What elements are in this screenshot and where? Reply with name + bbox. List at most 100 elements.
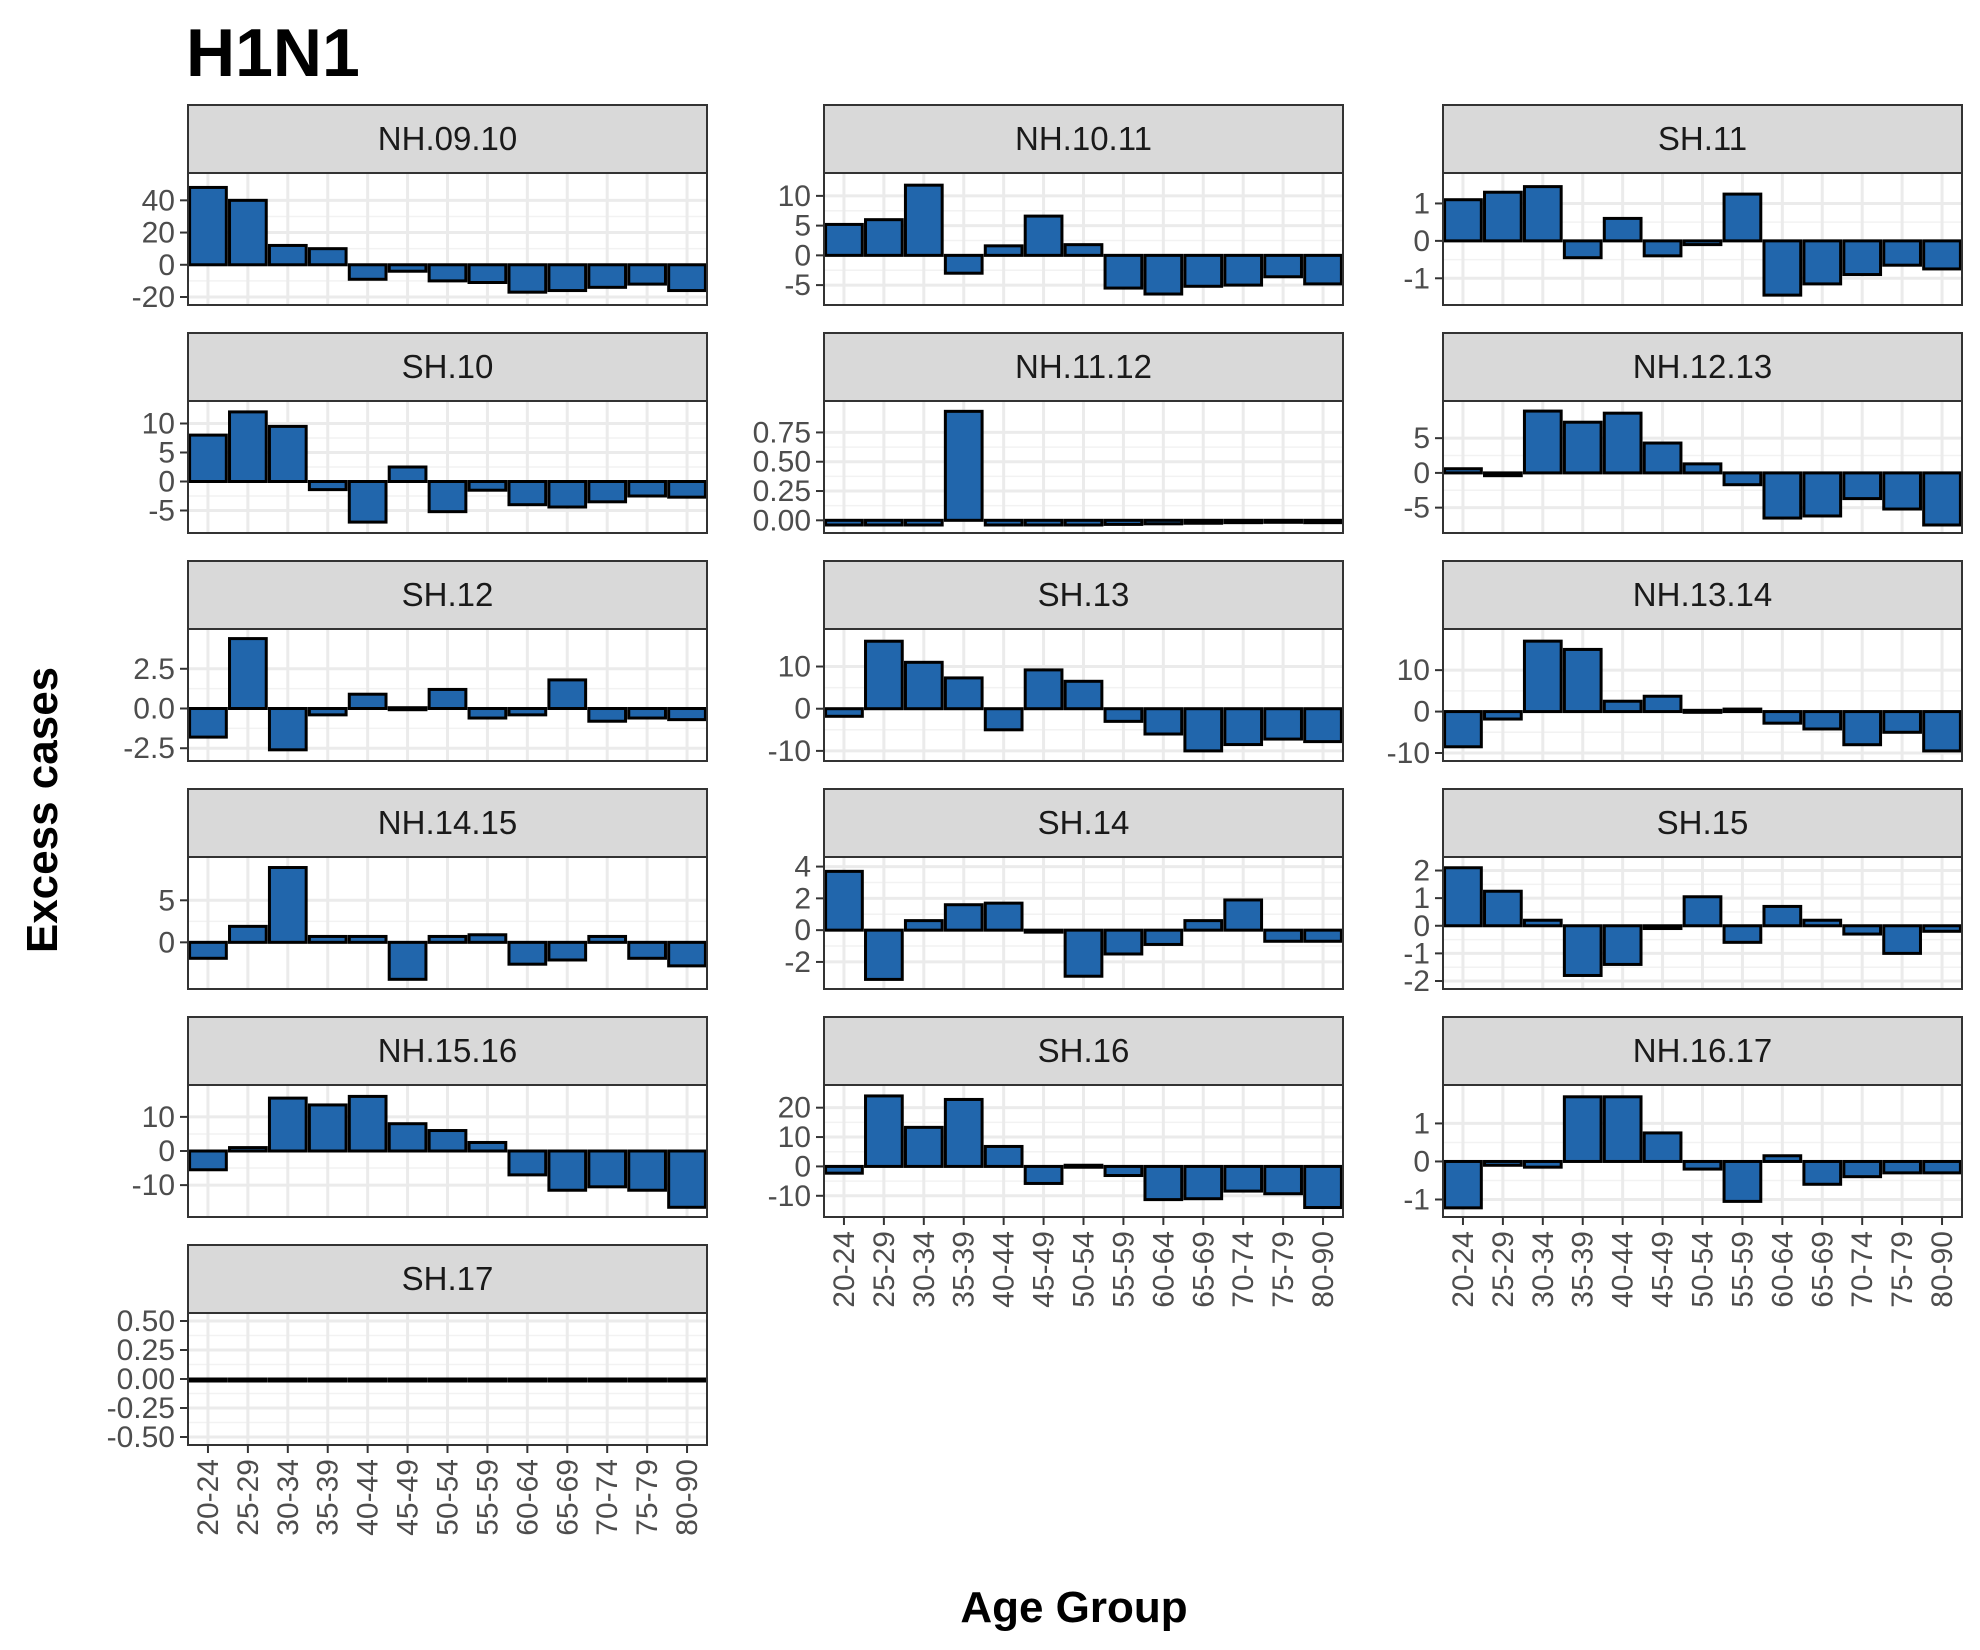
bar: [627, 1149, 667, 1192]
y-tick-label: 0.75: [753, 416, 811, 449]
bar: [667, 480, 707, 499]
facet-strip-label: NH.10.11: [1015, 120, 1152, 157]
bar: [347, 1377, 388, 1383]
bar: [1263, 707, 1303, 741]
bar: [864, 928, 904, 981]
bar: [1922, 239, 1962, 271]
bar: [1922, 471, 1962, 527]
bar: [587, 934, 628, 944]
bar: [1143, 707, 1184, 736]
bar: [1522, 185, 1563, 243]
bar: [1303, 928, 1343, 943]
facet-panel: NH.13.14 -10 0 10: [1387, 560, 1963, 770]
bar: [547, 480, 588, 509]
bar: [1483, 889, 1523, 928]
bar: [387, 940, 428, 981]
bar: [347, 263, 388, 281]
bar: [1682, 708, 1723, 714]
bar: [1762, 1154, 1803, 1163]
bar: [1682, 462, 1723, 475]
bar: [1682, 895, 1723, 928]
y-tick-label: 0: [794, 1150, 811, 1183]
y-tick-label: 10: [778, 1121, 811, 1154]
bar: [1522, 409, 1563, 475]
bar: [1443, 866, 1483, 928]
x-tick-label: 80-90: [671, 1459, 704, 1536]
bar: [1303, 253, 1343, 286]
y-tick-label: 5: [158, 437, 175, 470]
bar: [267, 1096, 308, 1153]
panel-border: [823, 172, 1344, 306]
y-tick-label: 1: [1413, 187, 1430, 220]
bar: [1143, 253, 1184, 296]
facet-panels: NH.09.10-2002040NH.10.11-50510SH.11-101S…: [107, 104, 1963, 1536]
y-tick-label: -1: [1403, 937, 1430, 970]
bar: [824, 707, 864, 718]
y-tick-label: 0: [794, 239, 811, 272]
bar: [1802, 1159, 1843, 1186]
bar: [1223, 898, 1264, 932]
bar: [267, 424, 308, 483]
x-tick-label: 40-44: [352, 1459, 385, 1536]
bar: [307, 480, 348, 492]
bar: [347, 1094, 388, 1153]
y-tick-label: -2: [784, 946, 811, 979]
x-tick-label: 20-24: [192, 1459, 225, 1536]
x-tick-label: 55-59: [1726, 1231, 1759, 1308]
bar: [228, 924, 268, 944]
x-tick-label: 50-54: [1068, 1231, 1101, 1308]
y-tick-label: 10: [778, 180, 811, 213]
bar: [1922, 1159, 1962, 1175]
panel-border: [823, 628, 1344, 762]
bar: [627, 1377, 667, 1383]
bar: [983, 901, 1024, 932]
y-tick-label: 10: [142, 1101, 175, 1134]
bar: [1103, 928, 1144, 956]
bar: [267, 1377, 308, 1383]
bar: [387, 706, 428, 712]
bar: [1882, 471, 1922, 511]
facet-strip: [1442, 560, 1963, 630]
y-tick-label: 0.50: [753, 446, 811, 479]
y-tick-label: 5: [1413, 422, 1430, 455]
bar: [1922, 924, 1962, 933]
bar: [1762, 710, 1803, 725]
bar: [1063, 928, 1104, 978]
bar: [347, 934, 388, 944]
bar: [1722, 192, 1763, 243]
y-tick-label: 0.00: [753, 504, 811, 537]
facet-strip: [823, 104, 1344, 174]
bar: [188, 1377, 228, 1383]
chart-title: H1N1: [186, 15, 360, 91]
x-tick-label: 60-64: [511, 1459, 544, 1536]
bar: [188, 707, 228, 739]
bar: [1303, 518, 1343, 525]
bar: [188, 433, 228, 484]
y-tick-label: 0.00: [117, 1363, 175, 1396]
y-tick-label: -20: [132, 281, 175, 314]
facet-strip-label: NH.11.12: [1015, 348, 1152, 385]
x-tick-label: 35-39: [312, 1459, 345, 1536]
bar: [1103, 707, 1144, 723]
bar: [587, 1377, 628, 1383]
facet-strip: [1442, 104, 1963, 174]
x-tick-label: 40-44: [988, 1231, 1021, 1308]
bar: [667, 263, 707, 293]
bar: [667, 1149, 707, 1209]
bar: [1562, 1095, 1603, 1163]
x-tick-label: 80-90: [1307, 1231, 1340, 1308]
bar: [983, 707, 1024, 732]
bar: [1103, 518, 1144, 526]
panel-border: [1442, 856, 1963, 990]
bar: [467, 933, 508, 944]
bar: [943, 1097, 984, 1168]
bar: [1183, 1164, 1224, 1201]
bar: [1263, 928, 1303, 943]
x-tick-label: 25-29: [232, 1459, 265, 1536]
x-tick-label: 50-54: [432, 1459, 465, 1536]
y-axis-title: Excess cases: [18, 667, 67, 953]
y-tick-label: 2: [1413, 855, 1430, 888]
bar: [307, 1377, 348, 1383]
facet-strip-label: SH.11: [1658, 120, 1747, 157]
